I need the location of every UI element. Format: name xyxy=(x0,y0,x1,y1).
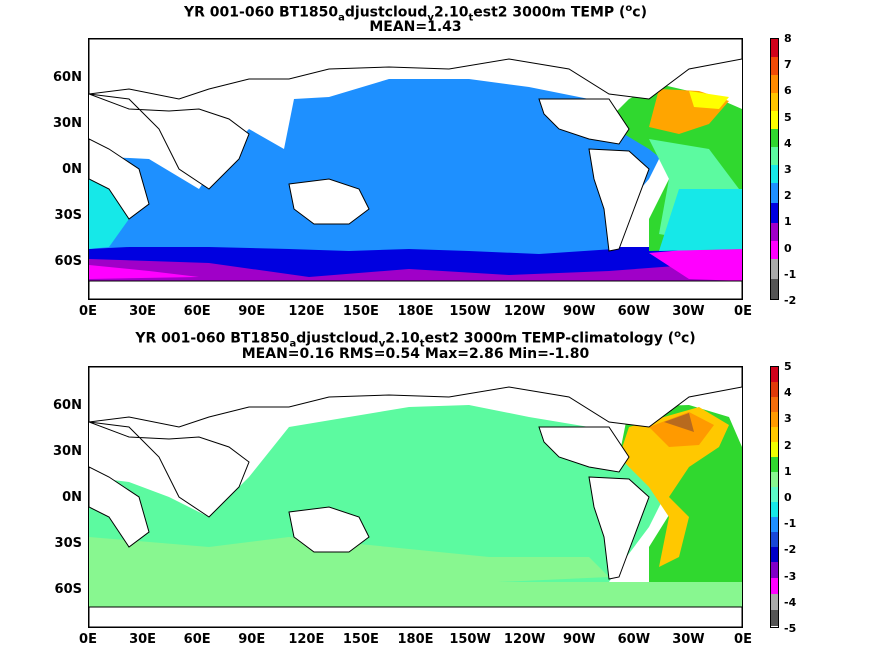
panel1-colorbar-label: 2 xyxy=(784,189,792,203)
panel2-colorbar-label: 4 xyxy=(784,386,792,400)
panel2-colorbar-label: 0 xyxy=(784,491,792,504)
panel1-lat-label: 60N xyxy=(53,70,82,85)
panel2-lat-label: 60S xyxy=(54,582,82,597)
panel2-colorbar-label: -2 xyxy=(784,543,797,557)
panel1-colorbar-label: 3 xyxy=(784,163,792,176)
panel2-colorbar-label: -4 xyxy=(784,595,797,609)
panel1-title-line2: MEAN=1.43 xyxy=(369,19,462,35)
panel1-colorbar-label: 0 xyxy=(784,241,792,255)
panel1-colorbar xyxy=(770,38,779,300)
panel1-lon-label: 150W xyxy=(449,304,491,319)
panel1-colorbar-label: 5 xyxy=(784,110,792,124)
panel1-colorbar-label: 4 xyxy=(784,136,792,150)
panel1-lon-label: 120W xyxy=(503,304,546,319)
panel2-lon-label: 60W xyxy=(617,632,651,647)
panel1-lon-label: 150E xyxy=(342,304,379,319)
panel2-colorbar-label: 5 xyxy=(784,360,792,373)
panel1-lon-label: 0E xyxy=(79,304,97,319)
panel2-title-line1: YR 001-060 BT1850adjustcloudv2.10test2 3… xyxy=(135,329,696,350)
panel1-lat-label: 30S xyxy=(54,208,82,223)
panel1-lat-label: 60S xyxy=(54,254,82,269)
panel1-lat-label: 0N xyxy=(62,162,82,177)
panel2-lon-label: 30W xyxy=(672,632,705,647)
panel2-colorbar-label: 2 xyxy=(784,438,792,452)
panel2-lat-label: 0N xyxy=(62,490,82,505)
panel1-lon-label: 90W xyxy=(563,304,596,319)
panel2-lon-label: 60E xyxy=(183,632,211,647)
panel2-lon-label: 0E xyxy=(734,632,752,647)
panel2-lon-label: 30E xyxy=(129,632,157,647)
panel2-lon-label: 180E xyxy=(397,632,434,647)
panel1-colorbar-label: -2 xyxy=(784,294,797,307)
panel1-lon-label: 30E xyxy=(129,304,157,319)
panel2-lat-label: 60N xyxy=(53,398,82,413)
panel2-lat-label: 30S xyxy=(54,536,82,551)
panel1-map xyxy=(88,38,743,300)
panel1-lon-label: 120E xyxy=(288,304,325,319)
panel1-lon-label: 0E xyxy=(734,304,752,319)
panel1-lon-label: 60E xyxy=(183,304,211,319)
panel2-colorbar-label: 1 xyxy=(784,464,792,478)
panel1-colorbar-label: 1 xyxy=(784,215,792,229)
panel1-colorbar-label: 7 xyxy=(784,58,792,72)
panel2-title-line2: MEAN=0.16 RMS=0.54 Max=2.86 Min=-1.80 xyxy=(241,346,590,362)
panel2-lon-label: 90E xyxy=(238,632,266,647)
panel1-lon-label: 180E xyxy=(397,304,434,319)
panel2-colorbar xyxy=(770,366,779,628)
panel2-lon-label: 120W xyxy=(503,632,546,647)
panel2-lon-label: 150W xyxy=(449,632,491,647)
panel2-lon-label: 0E xyxy=(79,632,97,647)
panel1-title-line1: YR 001-060 BT1850adjustcloudv2.10test2 3… xyxy=(184,3,647,24)
panel1-colorbar-label: 8 xyxy=(784,32,792,45)
panel2-colorbar-label: 3 xyxy=(784,412,792,426)
panel2-lon-label: 120E xyxy=(288,632,325,647)
panel1-lat-label: 30N xyxy=(53,116,82,131)
panel2-colorbar-label: -1 xyxy=(784,517,797,531)
panel1-lon-label: 90E xyxy=(238,304,266,319)
panel2-colorbar-label: -3 xyxy=(784,569,797,583)
panel2-colorbar-label: -5 xyxy=(784,622,797,635)
panel2-lon-label: 150E xyxy=(342,632,379,647)
panel1-lon-label: 60W xyxy=(617,304,651,319)
panel1-colorbar-label: -1 xyxy=(784,267,797,281)
panel1-lon-label: 30W xyxy=(672,304,705,319)
panel2-map xyxy=(88,366,743,628)
panel2-lat-label: 30N xyxy=(53,444,82,459)
panel2-lon-label: 90W xyxy=(563,632,596,647)
panel1-colorbar-label: 6 xyxy=(784,84,792,98)
